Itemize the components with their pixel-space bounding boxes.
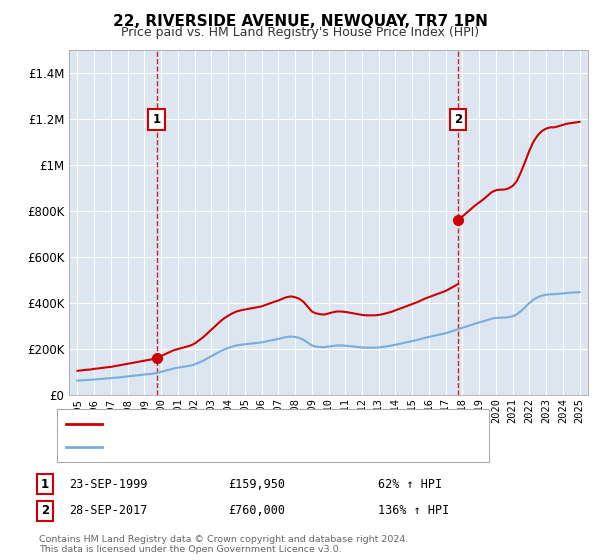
Text: 2: 2 [41, 504, 49, 517]
Text: 22, RIVERSIDE AVENUE, NEWQUAY, TR7 1PN (detached house): 22, RIVERSIDE AVENUE, NEWQUAY, TR7 1PN (… [108, 419, 479, 429]
Text: £760,000: £760,000 [228, 504, 285, 517]
Text: HPI: Average price, detached house, Cornwall: HPI: Average price, detached house, Corn… [108, 442, 405, 452]
Text: £159,950: £159,950 [228, 478, 285, 491]
Text: 136% ↑ HPI: 136% ↑ HPI [378, 504, 449, 517]
Text: 23-SEP-1999: 23-SEP-1999 [69, 478, 148, 491]
Text: 1: 1 [152, 113, 161, 126]
Text: Price paid vs. HM Land Registry's House Price Index (HPI): Price paid vs. HM Land Registry's House … [121, 26, 479, 39]
Text: 28-SEP-2017: 28-SEP-2017 [69, 504, 148, 517]
Text: 62% ↑ HPI: 62% ↑ HPI [378, 478, 442, 491]
Text: 2: 2 [454, 113, 462, 126]
Text: 22, RIVERSIDE AVENUE, NEWQUAY, TR7 1PN: 22, RIVERSIDE AVENUE, NEWQUAY, TR7 1PN [113, 14, 487, 29]
Text: Contains HM Land Registry data © Crown copyright and database right 2024.
This d: Contains HM Land Registry data © Crown c… [39, 535, 409, 554]
Text: 1: 1 [41, 478, 49, 491]
